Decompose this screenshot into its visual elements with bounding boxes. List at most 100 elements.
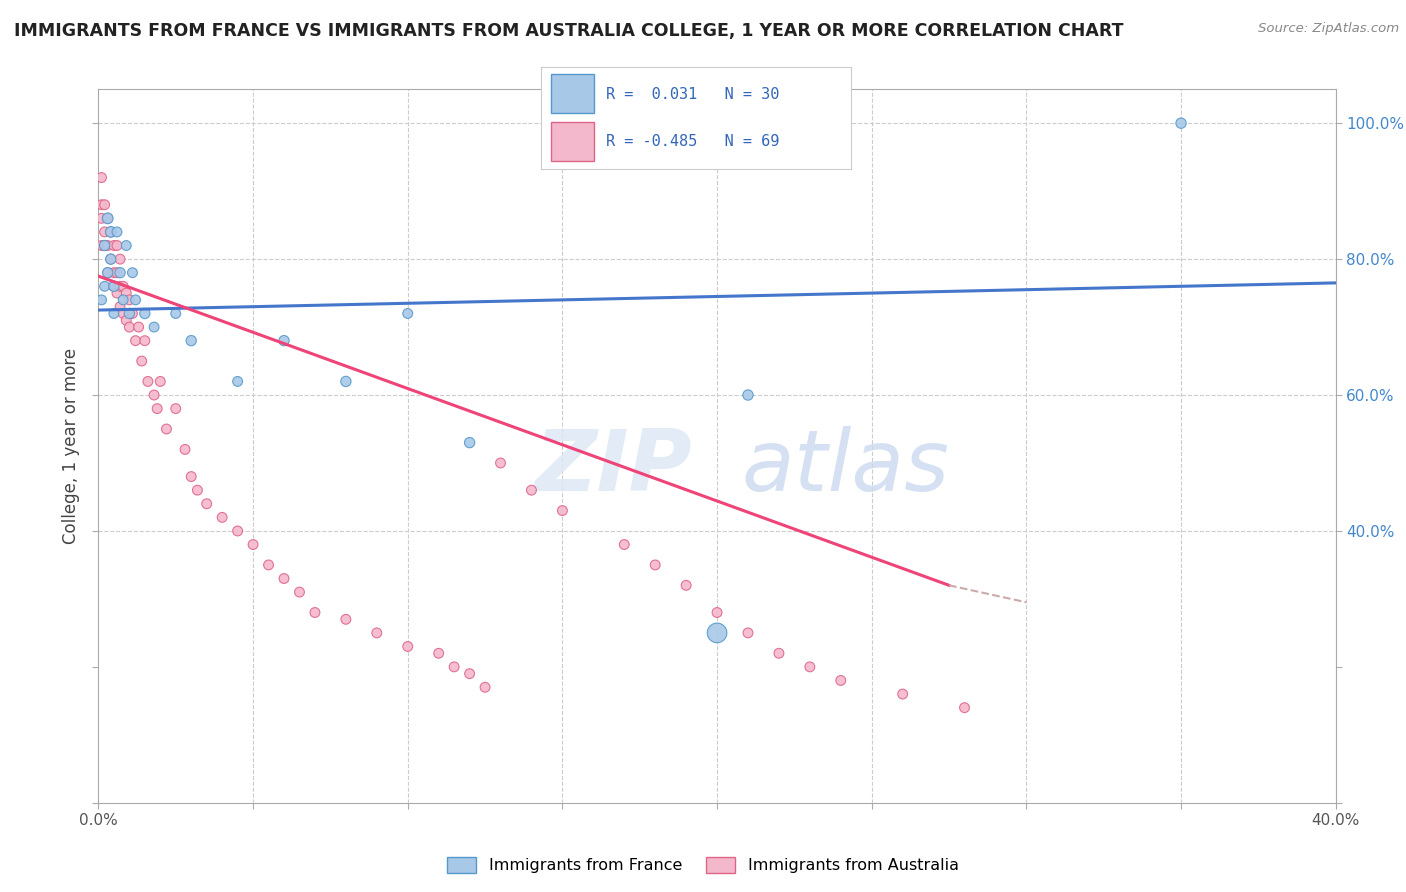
Point <box>108 300 131 314</box>
Point <box>97 211 120 226</box>
Point <box>149 375 172 389</box>
Point <box>128 320 150 334</box>
Point <box>103 279 125 293</box>
Point <box>118 293 141 307</box>
Point <box>93 279 115 293</box>
Point <box>105 238 128 252</box>
Point <box>97 238 120 252</box>
Point <box>675 578 697 592</box>
Point <box>100 225 122 239</box>
Point <box>257 558 280 572</box>
Point <box>118 306 141 320</box>
Point <box>118 320 141 334</box>
Point <box>1170 116 1192 130</box>
Point <box>90 170 112 185</box>
Point <box>146 401 169 416</box>
Point <box>143 388 166 402</box>
Point <box>115 313 138 327</box>
Point <box>103 279 125 293</box>
Point <box>396 306 419 320</box>
Point <box>273 334 295 348</box>
Legend: Immigrants from France, Immigrants from Australia: Immigrants from France, Immigrants from … <box>441 850 965 880</box>
Point <box>108 266 131 280</box>
Point <box>134 334 156 348</box>
Point <box>165 401 187 416</box>
Point <box>474 680 496 694</box>
Point <box>195 497 218 511</box>
Point <box>115 238 138 252</box>
Point <box>105 286 128 301</box>
Point <box>155 422 177 436</box>
Point <box>121 266 143 280</box>
Point <box>242 537 264 551</box>
Point <box>226 524 249 538</box>
Point <box>115 286 138 301</box>
Bar <box>551 122 593 161</box>
Point <box>737 626 759 640</box>
Point <box>830 673 852 688</box>
Point <box>100 225 122 239</box>
Text: Source: ZipAtlas.com: Source: ZipAtlas.com <box>1258 22 1399 36</box>
Point <box>953 700 976 714</box>
Text: R = -0.485   N = 69: R = -0.485 N = 69 <box>606 135 780 149</box>
Y-axis label: College, 1 year or more: College, 1 year or more <box>62 348 80 544</box>
Point <box>174 442 197 457</box>
Point <box>737 388 759 402</box>
Point <box>103 306 125 320</box>
Point <box>112 279 135 293</box>
Point <box>706 606 728 620</box>
Point <box>551 503 574 517</box>
Point <box>105 266 128 280</box>
Point <box>105 225 128 239</box>
Point <box>335 375 357 389</box>
Point <box>124 293 146 307</box>
Point <box>103 238 125 252</box>
Point <box>273 572 295 586</box>
Point <box>90 293 112 307</box>
Point <box>366 626 388 640</box>
Point <box>103 266 125 280</box>
Point <box>768 646 790 660</box>
Text: R =  0.031   N = 30: R = 0.031 N = 30 <box>606 87 780 102</box>
Point <box>335 612 357 626</box>
Text: atlas: atlas <box>742 425 950 509</box>
Point <box>211 510 233 524</box>
Point <box>304 606 326 620</box>
Point <box>124 334 146 348</box>
Point <box>613 537 636 551</box>
Point <box>458 435 481 450</box>
Point <box>108 252 131 266</box>
Point <box>90 238 112 252</box>
Point <box>396 640 419 654</box>
Point <box>90 211 112 226</box>
Point <box>100 252 122 266</box>
Point <box>891 687 914 701</box>
Point <box>100 252 122 266</box>
Point <box>121 306 143 320</box>
Point <box>186 483 208 498</box>
Bar <box>551 74 593 113</box>
Point <box>93 238 115 252</box>
Point <box>97 266 120 280</box>
Point <box>458 666 481 681</box>
Point <box>93 238 115 252</box>
Point <box>644 558 666 572</box>
Point <box>131 354 153 368</box>
Point <box>427 646 450 660</box>
Point <box>799 660 821 674</box>
Point <box>180 334 202 348</box>
Text: IMMIGRANTS FROM FRANCE VS IMMIGRANTS FROM AUSTRALIA COLLEGE, 1 YEAR OR MORE CORR: IMMIGRANTS FROM FRANCE VS IMMIGRANTS FRO… <box>14 22 1123 40</box>
Point <box>489 456 512 470</box>
Point <box>108 279 131 293</box>
Point <box>93 225 115 239</box>
Point <box>706 626 728 640</box>
Point <box>112 293 135 307</box>
Point <box>90 198 112 212</box>
Point <box>520 483 543 498</box>
Point <box>443 660 465 674</box>
Point <box>93 198 115 212</box>
Point <box>165 306 187 320</box>
Point <box>134 306 156 320</box>
Point <box>143 320 166 334</box>
Point <box>136 375 159 389</box>
